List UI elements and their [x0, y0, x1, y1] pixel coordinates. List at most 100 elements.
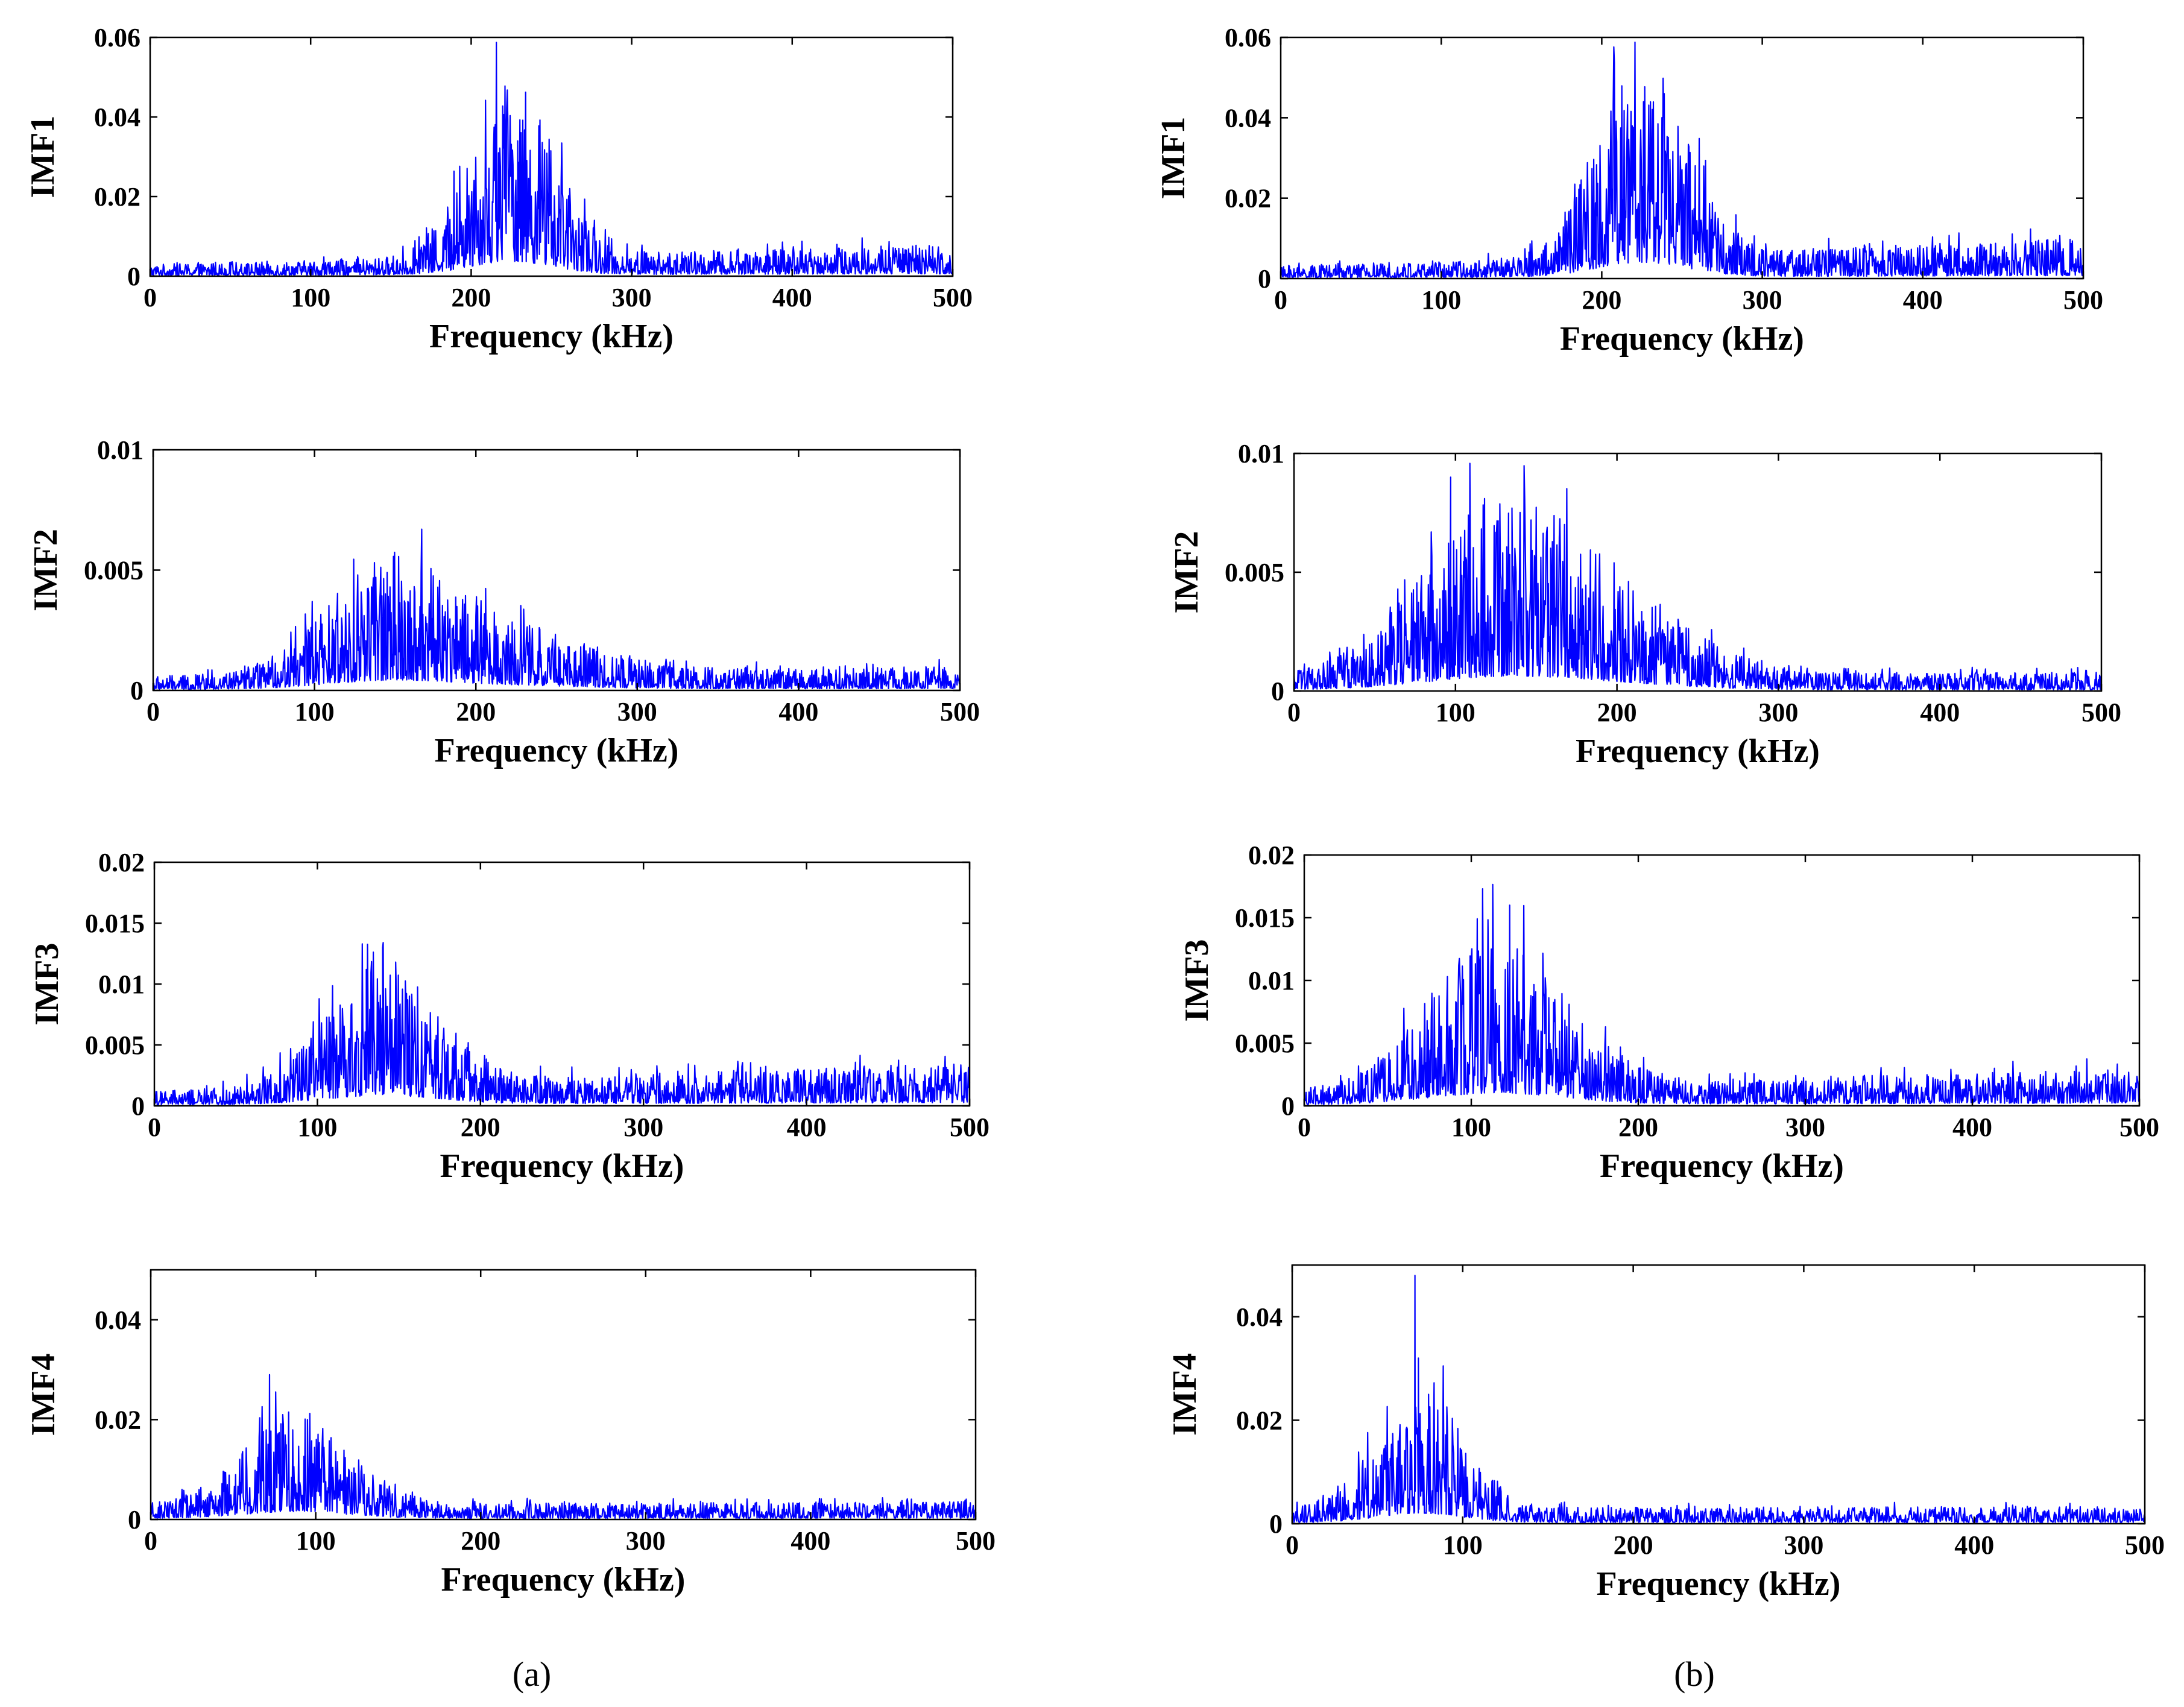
x-tick-label-b1: 500: [2063, 285, 2103, 315]
series-line-a1: [150, 42, 954, 276]
y-axis-title-b4: IMF4: [1166, 1353, 1204, 1436]
x-axis-title-b2: Frequency (kHz): [1576, 733, 1820, 770]
y-axis-title-a4: IMF4: [25, 1354, 62, 1436]
x-tick-label-b1: 200: [1582, 285, 1621, 315]
x-axis-title-a3: Frequency (kHz): [440, 1147, 684, 1185]
x-tick-label-a1: 200: [451, 283, 491, 312]
x-tick-label-b1: 300: [1743, 285, 1782, 315]
x-tick-label-b4: 100: [1443, 1530, 1483, 1560]
x-tick-label-b4: 200: [1614, 1530, 1653, 1560]
x-tick-label-b3: 300: [1785, 1112, 1825, 1142]
plot-frame-b1: [1280, 36, 2085, 280]
plot-frame-b4: [1291, 1264, 2146, 1525]
x-tick-label-b3: 400: [1952, 1112, 1992, 1142]
y-tick-label-a1: 0: [127, 262, 140, 291]
y-tick-label-b4: 0.04: [1236, 1302, 1283, 1332]
y-axis-title-b1: IMF1: [1155, 117, 1192, 200]
y-axis-title-b2: IMF2: [1168, 531, 1205, 614]
x-axis-title-b4: Frequency (kHz): [1597, 1565, 1841, 1603]
y-tick-label-a3: 0.005: [85, 1030, 145, 1060]
chart-b3: 0 100 200 300 400 500 0 0.005 0.01 0.015 0.02 Frequ…: [1178, 841, 2159, 1185]
x-tick-label-a2: 300: [617, 697, 657, 727]
x-tick-label-b3: 100: [1451, 1112, 1491, 1142]
x-tick-label-a2: 400: [778, 697, 818, 727]
x-tick-label-b4: 0: [1286, 1530, 1299, 1560]
y-tick-label-a2: 0: [130, 676, 144, 705]
x-axis-title-a1: Frequency (kHz): [429, 318, 674, 355]
plot-frame-a1: [149, 36, 954, 277]
y-axis-title-a3: IMF3: [28, 943, 66, 1026]
y-tick-label-b2: 0.01: [1238, 439, 1284, 469]
y-tick-label-b2: 0.005: [1225, 558, 1284, 587]
y-tick-label-b3: 0.01: [1248, 966, 1295, 995]
x-axis-title-a2: Frequency (kHz): [435, 732, 679, 769]
chart-b2: 0 100 200 300 400 500 0 0.005 0.01 Frequency (kHz…: [1168, 439, 2121, 770]
chart-b1: 0 100 200 300 400 500 0 0.02 0.04 0.06 Frequency (…: [1155, 23, 2103, 358]
x-tick-label-a4: 400: [791, 1526, 830, 1556]
y-tick-label-a1: 0.02: [94, 182, 140, 212]
x-tick-label-a1: 300: [612, 283, 652, 312]
chart-a1: 0 100 200 300 400 500 0 0.02 0.04 0.06 Frequency (…: [24, 23, 973, 355]
series-line-b1: [1280, 41, 2085, 279]
y-tick-label-b1: 0.06: [1225, 23, 1271, 52]
x-tick-label-a3: 500: [950, 1112, 989, 1142]
series-line-b2: [1293, 462, 2103, 690]
caption-b: (b): [1674, 1655, 1715, 1694]
y-tick-label-a3: 0: [131, 1091, 145, 1121]
x-tick-label-a4: 300: [626, 1526, 666, 1556]
y-tick-label-a3: 0.02: [98, 848, 145, 877]
x-tick-label-a1: 500: [933, 283, 973, 312]
x-axis-title-b3: Frequency (kHz): [1600, 1147, 1844, 1185]
x-tick-label-b2: 300: [1758, 698, 1798, 727]
chart-b4: 0 100 200 300 400 500 0 0.02 0.04 Frequency (kHz)…: [1166, 1264, 2165, 1603]
x-tick-label-b2: 500: [2081, 698, 2121, 727]
x-tick-label-b2: 0: [1287, 698, 1301, 727]
y-tick-label-a2: 0.005: [84, 556, 144, 585]
y-tick-label-a3: 0.015: [85, 909, 145, 938]
x-tick-label-b4: 300: [1784, 1530, 1823, 1560]
plot-frame-a4: [150, 1269, 977, 1521]
x-tick-label-a3: 0: [148, 1112, 161, 1142]
y-tick-label-b3: 0.02: [1248, 841, 1295, 870]
chart-a4: 0 100 200 300 400 500 0 0.02 0.04 Frequency (kHz)…: [25, 1269, 996, 1598]
y-tick-label-b3: 0.015: [1235, 903, 1295, 933]
plot-frame-a3: [153, 861, 971, 1107]
y-tick-label-a4: 0.02: [95, 1405, 141, 1434]
series-line-a2: [152, 528, 961, 690]
x-tick-label-a3: 300: [623, 1112, 663, 1142]
y-axis-title-b3: IMF3: [1178, 939, 1216, 1022]
y-tick-label-b1: 0.02: [1225, 184, 1271, 213]
y-axis-title-a1: IMF1: [24, 116, 62, 198]
y-tick-label-a1: 0.04: [94, 103, 140, 132]
y-tick-label-a2: 0.01: [97, 435, 144, 465]
x-tick-label-a2: 0: [147, 697, 160, 727]
series-line-a4: [150, 1374, 977, 1519]
x-tick-label-a3: 100: [297, 1112, 337, 1142]
x-tick-label-a3: 200: [461, 1112, 500, 1142]
x-tick-label-b1: 400: [1903, 285, 1943, 315]
x-tick-label-a2: 500: [940, 697, 980, 727]
x-tick-label-b4: 500: [2125, 1530, 2165, 1560]
series-line-b4: [1291, 1275, 2146, 1524]
x-tick-label-a2: 200: [456, 697, 496, 727]
series-line-a3: [153, 942, 971, 1106]
x-tick-label-b2: 100: [1436, 698, 1475, 727]
x-tick-label-b3: 200: [1618, 1112, 1658, 1142]
y-tick-label-a4: 0: [128, 1505, 141, 1535]
x-tick-label-a4: 100: [296, 1526, 336, 1556]
x-tick-label-b4: 400: [1954, 1530, 1994, 1560]
x-tick-label-b3: 500: [2119, 1112, 2159, 1142]
x-tick-label-b3: 0: [1298, 1112, 1311, 1142]
x-tick-label-a1: 100: [291, 283, 330, 312]
y-tick-label-a1: 0.06: [94, 23, 140, 52]
x-tick-label-a4: 0: [144, 1526, 157, 1556]
caption-a: (a): [513, 1655, 551, 1694]
series-line-b3: [1304, 883, 2141, 1105]
y-tick-label-a3: 0.01: [98, 970, 145, 999]
chart-a2: 0 100 200 300 400 500 0 0.005 0.01 Frequency (kHz…: [27, 435, 980, 769]
y-tick-label-b1: 0.04: [1225, 103, 1271, 133]
x-tick-label-b1: 100: [1421, 285, 1461, 315]
y-tick-label-a4: 0.04: [95, 1305, 141, 1335]
x-tick-label-a4: 200: [461, 1526, 500, 1556]
